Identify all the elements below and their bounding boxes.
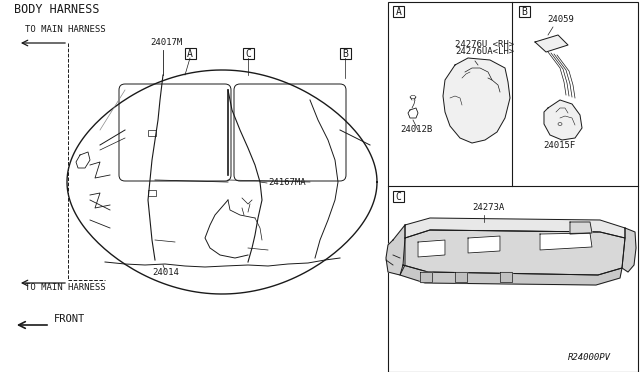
Bar [184, 48, 195, 58]
Polygon shape [535, 35, 568, 52]
Polygon shape [468, 236, 500, 253]
Bar [388, 2, 638, 372]
Polygon shape [540, 233, 592, 250]
Polygon shape [405, 218, 625, 238]
Text: 24273A: 24273A [472, 203, 504, 212]
Text: 24276UA<LH>: 24276UA<LH> [455, 47, 514, 56]
Polygon shape [570, 222, 592, 234]
Bar [519, 6, 530, 17]
Polygon shape [418, 240, 445, 257]
Text: 24276U <RH>: 24276U <RH> [455, 40, 514, 49]
Text: 24167MA: 24167MA [268, 178, 306, 187]
Text: B: B [342, 48, 348, 58]
Polygon shape [400, 265, 622, 285]
Text: TO MAIN HARNESS: TO MAIN HARNESS [25, 25, 106, 34]
Polygon shape [420, 272, 432, 282]
Text: BODY HARNESS: BODY HARNESS [14, 3, 99, 16]
Text: 24017M: 24017M [150, 38, 182, 47]
Polygon shape [455, 272, 467, 282]
Text: FRONT: FRONT [54, 314, 85, 324]
Bar [393, 6, 404, 17]
Text: TO MAIN HARNESS: TO MAIN HARNESS [25, 283, 106, 292]
Text: A: A [187, 48, 193, 58]
Polygon shape [386, 225, 405, 275]
Text: 24012B: 24012B [400, 125, 432, 134]
Bar [243, 48, 253, 58]
Bar [148, 190, 156, 196]
Polygon shape [403, 230, 625, 275]
Bar [393, 191, 404, 202]
Text: B: B [522, 7, 527, 17]
Polygon shape [500, 272, 512, 282]
Bar [148, 130, 156, 136]
Text: C: C [245, 48, 251, 58]
Text: R24000PV: R24000PV [568, 353, 611, 362]
Text: C: C [396, 192, 401, 202]
Text: 24014: 24014 [152, 268, 179, 277]
Polygon shape [443, 58, 510, 143]
Text: A: A [396, 7, 401, 17]
Text: 24059: 24059 [547, 15, 574, 24]
Bar [339, 48, 351, 58]
Polygon shape [544, 100, 582, 140]
Polygon shape [622, 228, 636, 272]
Text: 24015F: 24015F [543, 141, 575, 150]
